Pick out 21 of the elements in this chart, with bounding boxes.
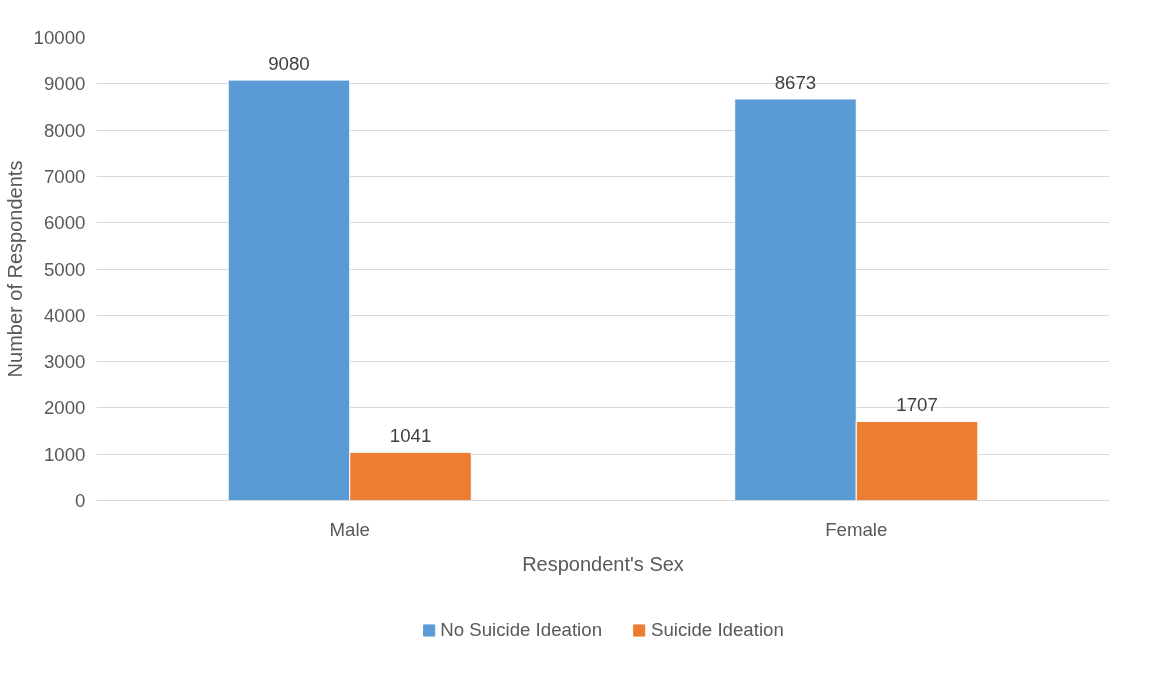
x-axis-title: Respondent's Sex: [522, 552, 684, 575]
y-tick-label: 4000: [44, 304, 86, 326]
y-tick-label: 8000: [44, 119, 86, 141]
legend-label: Suicide Ideation: [651, 619, 784, 641]
y-axis-title: Number of Respondents: [3, 160, 26, 378]
y-tick-label: 1000: [44, 443, 86, 465]
data-label: 1707: [896, 394, 938, 416]
y-tick-label: 0: [75, 490, 86, 511]
y-tick-label: 6000: [44, 212, 86, 234]
y-tick-label: 10000: [33, 27, 86, 48]
x-tick-label: Male: [329, 518, 370, 540]
y-tick-label: 9000: [44, 73, 86, 95]
y-tick-label: 2000: [44, 397, 86, 419]
y-tick-label: 5000: [44, 258, 86, 280]
x-tick-label: Female: [825, 518, 888, 540]
y-tick-label: 3000: [44, 351, 86, 373]
data-label: 8673: [774, 71, 817, 93]
data-label: 9080: [268, 53, 310, 75]
legend-label: No Suicide Ideation: [440, 619, 603, 641]
y-tick-label: 7000: [44, 165, 86, 187]
data-label: 1041: [389, 425, 432, 447]
